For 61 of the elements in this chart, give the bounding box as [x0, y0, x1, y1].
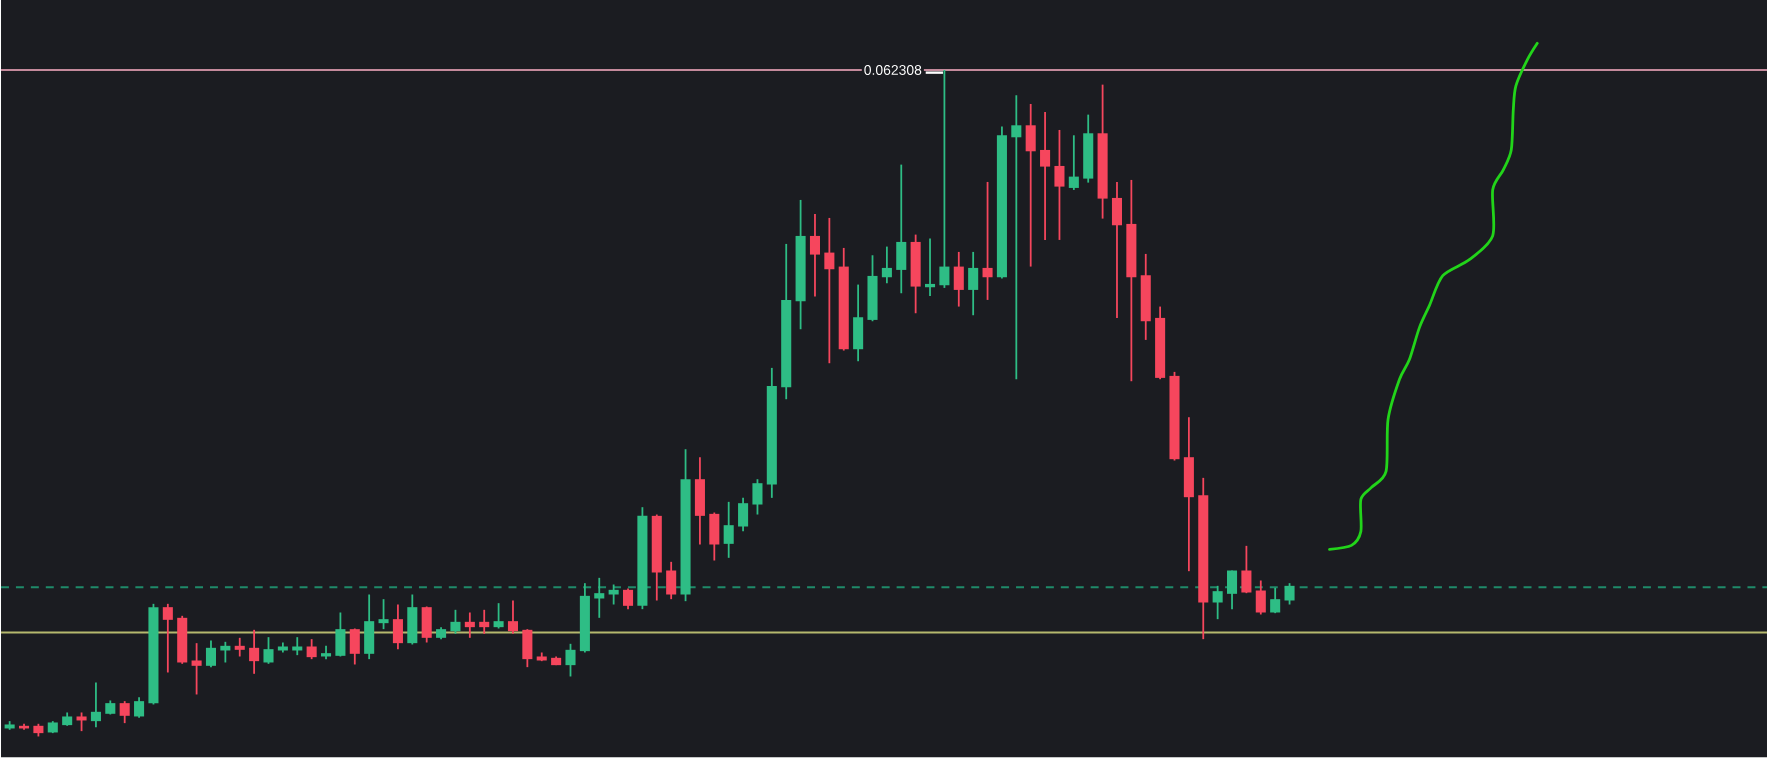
candlestick [76, 712, 87, 733]
candlestick [177, 615, 188, 666]
candlestick [594, 577, 605, 620]
candlestick [522, 628, 533, 669]
candlestick [364, 594, 375, 661]
candlestick [853, 284, 864, 363]
candlestick [1255, 580, 1266, 616]
candlestick [249, 629, 260, 676]
candlestick [968, 251, 979, 317]
candlestick [191, 642, 202, 696]
candlestick [205, 640, 217, 669]
candlestick [565, 643, 576, 678]
candlestick [608, 584, 619, 606]
candlestick [622, 588, 634, 611]
candlestick [723, 501, 734, 560]
candlestick [881, 246, 892, 285]
candlestick [119, 700, 130, 725]
candlestick [1083, 114, 1094, 184]
candlestick [335, 612, 346, 658]
candlestick [306, 638, 317, 661]
candlestick [392, 604, 403, 651]
candlestick [378, 598, 389, 631]
candlestick [1068, 134, 1079, 192]
candlestick [1226, 570, 1238, 611]
candlestick [1040, 111, 1051, 242]
candlestick [910, 234, 921, 315]
candlestick [824, 217, 835, 365]
candlestick [809, 213, 821, 298]
candlestick [507, 600, 519, 636]
candlestick [162, 603, 173, 674]
candlestick [1111, 181, 1123, 320]
candlestick [134, 696, 145, 720]
candlestick [709, 512, 720, 562]
candlestick [752, 478, 763, 516]
candlestick [939, 69, 950, 290]
candlestick [1241, 545, 1252, 595]
candlestick [421, 606, 432, 644]
candlestick [1284, 582, 1295, 606]
candlestick [1270, 587, 1281, 615]
candlestick [694, 456, 705, 546]
candlestick [1054, 129, 1065, 242]
candlestick [464, 612, 475, 640]
candlestick [234, 637, 245, 658]
candlestick [493, 602, 504, 630]
candlestick [1025, 103, 1036, 268]
candlestick [1011, 94, 1022, 381]
candlestick [982, 181, 993, 302]
candlestick [1212, 585, 1223, 621]
candlestick [1183, 416, 1194, 573]
candlestick [666, 561, 677, 601]
candlestick [450, 609, 461, 636]
candlestick [867, 254, 878, 323]
candlestick [263, 636, 274, 666]
candlestick [953, 251, 964, 308]
candlestick [479, 609, 490, 636]
candlestick [1140, 253, 1151, 342]
candlestick [407, 594, 418, 646]
candlestick [90, 682, 101, 729]
candlestick [349, 628, 360, 666]
candlestick [738, 497, 749, 533]
candlestick [896, 164, 907, 295]
